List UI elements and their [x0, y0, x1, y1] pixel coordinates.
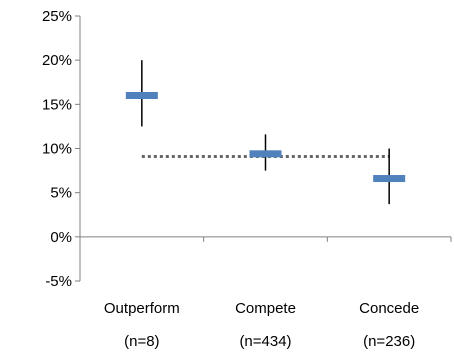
category-n-label: (n=434)	[239, 333, 291, 350]
x-axis	[80, 236, 452, 242]
marker-outperform	[125, 92, 158, 99]
y-tick-label: 15%	[42, 96, 72, 113]
y-axis: -5% 0% 5% 10% 15% 20% 25%	[42, 8, 81, 290]
y-tick-label: 20%	[42, 52, 72, 69]
category-n-label: (n=236)	[363, 333, 415, 350]
category-n-label: (n=8)	[124, 333, 159, 350]
y-tick-label: 5%	[50, 185, 72, 202]
y-tick-label: -5%	[45, 273, 72, 290]
y-tick-label: 0%	[50, 229, 72, 246]
y-tick-label: 25%	[42, 8, 72, 25]
marker-compete	[249, 150, 282, 158]
y-tick-label: 10%	[42, 141, 72, 158]
category-labels: Outperform (n=8) Compete (n=434) Concede (n=2…	[104, 300, 419, 350]
category-label: Outperform	[104, 300, 180, 317]
category-label: Compete	[235, 300, 296, 317]
category-label: Concede	[359, 300, 419, 317]
marker-concede	[373, 175, 406, 183]
data-marks	[125, 60, 406, 205]
